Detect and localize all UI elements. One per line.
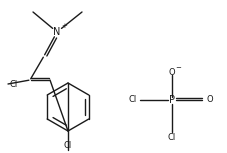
Text: +: + — [61, 23, 67, 29]
Text: −: − — [175, 65, 181, 71]
Text: O: O — [207, 95, 213, 104]
Text: Cl: Cl — [10, 80, 18, 88]
Text: Cl: Cl — [64, 142, 72, 151]
Text: Cl: Cl — [168, 132, 176, 142]
Text: O: O — [169, 67, 175, 76]
Text: Cl: Cl — [129, 95, 137, 104]
Text: P: P — [169, 95, 175, 105]
Text: N: N — [53, 27, 61, 37]
